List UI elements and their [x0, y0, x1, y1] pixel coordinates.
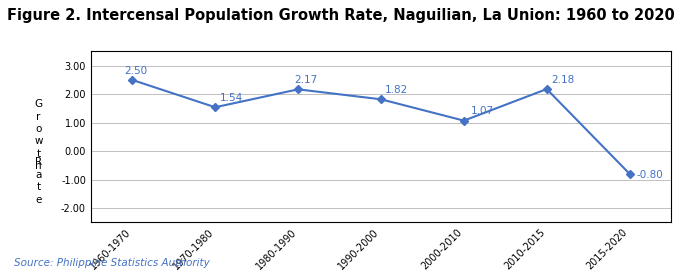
Text: 1.82: 1.82	[385, 85, 408, 95]
Text: -0.80: -0.80	[636, 170, 663, 180]
Text: 2.50: 2.50	[124, 66, 147, 76]
Text: G
r
o
w
t
h: G r o w t h	[34, 99, 43, 171]
Text: 1.54: 1.54	[219, 93, 243, 103]
Text: Source: Philippine Statistics Authority: Source: Philippine Statistics Authority	[14, 258, 210, 268]
Text: 2.18: 2.18	[551, 75, 574, 85]
Text: 1.07: 1.07	[470, 106, 493, 116]
Text: R
a
t
e: R a t e	[35, 157, 42, 205]
Text: Figure 2. Intercensal Population Growth Rate, Naguilian, La Union: 1960 to 2020: Figure 2. Intercensal Population Growth …	[7, 8, 675, 23]
Text: 2.17: 2.17	[294, 75, 317, 85]
